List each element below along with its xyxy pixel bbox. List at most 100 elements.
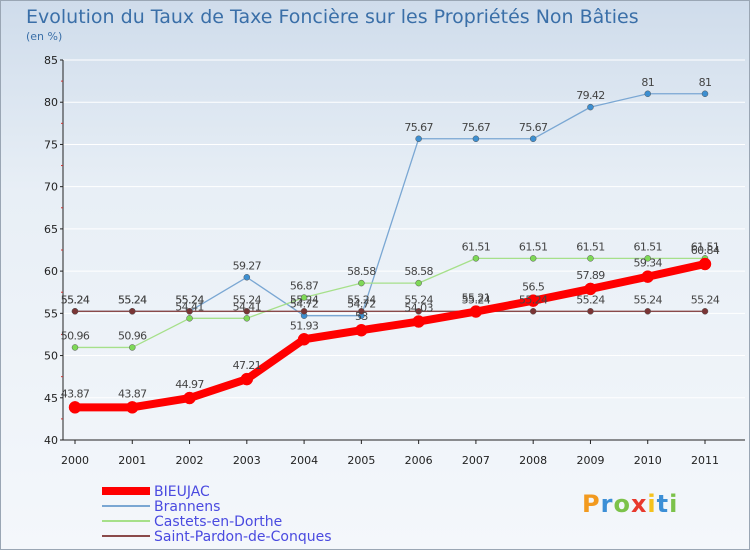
- data-label-bieujac-2007: 55.21: [462, 292, 491, 305]
- data-label-castets-en-dorthe-2002: 54.41: [175, 300, 204, 313]
- data-label-brannens-2000: 55.24: [61, 293, 90, 306]
- logo-letter: i: [669, 490, 679, 518]
- point-brannens-2009: [587, 103, 594, 111]
- legend: BIEUJACBrannensCastets-en-DortheSaint-Pa…: [102, 484, 331, 545]
- data-label-bieujac-2003: 47.21: [233, 359, 262, 372]
- point-castets-en-dorthe-2008: [529, 255, 537, 262]
- data-labels: 55.24 55.24 55.24 59.27 54.72 54.72 75.67 75.67…: [61, 76, 721, 401]
- logo-letter: x: [630, 490, 648, 518]
- point-castets-en-dorthe-2005: [358, 279, 365, 287]
- y-tick-label-85: 85: [44, 54, 58, 67]
- data-label-castets-en-dorthe-2003: 54.41: [233, 300, 262, 313]
- data-label-bieujac-2011: 60.84: [691, 244, 720, 257]
- data-label-saint-pardon-de-conques-2004: 55.24: [290, 293, 319, 306]
- x-tick-label-2008: 2008: [519, 454, 547, 467]
- data-label-saint-pardon-de-conques-2001: 55.24: [118, 293, 147, 306]
- legend-label-bieujac: BIEUJAC: [154, 484, 210, 500]
- x-tick-label-2005: 2005: [347, 454, 375, 467]
- data-label-brannens-2005: 54.72: [347, 298, 376, 311]
- point-bieujac-2005: [355, 323, 368, 337]
- point-castets-en-dorthe-2009: [587, 255, 594, 262]
- point-saint-pardon-de-conques-2000: [71, 308, 79, 315]
- data-label-brannens-2009: 79.42: [576, 89, 605, 102]
- y-tick-label-40: 40: [44, 434, 58, 447]
- point-bieujac-2004: [297, 333, 311, 346]
- logo-letter: i: [647, 490, 657, 518]
- series-line-bieujac: [75, 260, 706, 412]
- point-saint-pardon-de-conques-2009: [587, 308, 594, 315]
- x-tick-label-2002: 2002: [176, 454, 204, 467]
- legend-label-saint-pardon-de-conques: Saint-Pardon-de-Conques: [154, 529, 331, 545]
- data-label-castets-en-dorthe-2006: 58.58: [404, 265, 433, 278]
- data-label-saint-pardon-de-conques-2011: 55.24: [691, 293, 720, 306]
- data-label-brannens-2011: 81: [699, 76, 712, 89]
- x-tick-label-2007: 2007: [462, 454, 490, 467]
- x-tick-label-2003: 2003: [233, 454, 261, 467]
- y-tick-label-70: 70: [44, 181, 58, 194]
- logo-letter: t: [656, 490, 670, 518]
- axes: 40 45 50 55 60 65 70 75 80 85 2000 2001 2002 2003 2004…: [44, 54, 745, 467]
- y-tick-label-50: 50: [44, 350, 58, 363]
- series-line-castets-en-dorthe: [75, 257, 705, 349]
- data-label-castets-en-dorthe-2011: 61.51: [691, 240, 720, 253]
- point-saint-pardon-de-conques-2010: [644, 308, 651, 315]
- point-saint-pardon-de-conques-2005: [358, 308, 365, 315]
- point-brannens-2010: [644, 90, 651, 98]
- point-bieujac-2002: [183, 391, 196, 405]
- data-label-bieujac-2000: 43.87: [61, 387, 90, 400]
- point-castets-en-dorthe-2006: [415, 279, 422, 287]
- point-saint-pardon-de-conques-2011: [701, 308, 709, 315]
- data-label-brannens-2008: 75.67: [519, 121, 548, 134]
- data-label-bieujac-2009: 57.89: [576, 269, 605, 282]
- y-tick-label-65: 65: [44, 223, 58, 236]
- data-label-bieujac-2004: 51.93: [290, 319, 319, 332]
- point-saint-pardon-de-conques-2006: [415, 308, 422, 315]
- data-label-brannens-2004: 54.72: [290, 298, 319, 311]
- x-tick-label-2009: 2009: [576, 454, 604, 467]
- point-brannens-2008: [529, 135, 537, 143]
- x-tick-label-2000: 2000: [61, 454, 89, 467]
- point-castets-en-dorthe-2003: [243, 315, 251, 322]
- x-tick-label-2011: 2011: [691, 454, 719, 467]
- point-brannens-2006: [415, 135, 422, 143]
- point-brannens-2007: [472, 135, 480, 143]
- x-tick-label-2006: 2006: [405, 454, 433, 467]
- point-saint-pardon-de-conques-2004: [300, 308, 308, 315]
- grid: [63, 59, 745, 441]
- data-label-castets-en-dorthe-2005: 58.58: [347, 265, 376, 278]
- data-label-brannens-2010: 81: [641, 76, 654, 89]
- legend-label-brannens: Brannens: [154, 499, 220, 515]
- x-tick-label-2010: 2010: [634, 454, 662, 467]
- x-tick-label-2001: 2001: [118, 454, 146, 467]
- data-label-castets-en-dorthe-2010: 61.51: [633, 240, 662, 253]
- logo-letter: o: [613, 490, 631, 518]
- point-castets-en-dorthe-2004: [300, 294, 308, 301]
- data-label-castets-en-dorthe-2004: 56.87: [290, 280, 319, 293]
- point-castets-en-dorthe-2002: [186, 315, 193, 322]
- data-label-saint-pardon-de-conques-2007: 55.24: [462, 293, 491, 306]
- point-brannens-2011: [701, 90, 709, 98]
- y-tick-label-80: 80: [44, 96, 58, 109]
- point-bieujac-2009: [584, 282, 597, 296]
- data-label-castets-en-dorthe-2001: 50.96: [118, 329, 147, 342]
- point-saint-pardon-de-conques-2008: [529, 308, 537, 315]
- data-label-saint-pardon-de-conques-2003: 55.24: [233, 293, 262, 306]
- point-bieujac-2000: [68, 401, 82, 414]
- data-label-saint-pardon-de-conques-2006: 55.24: [404, 293, 433, 306]
- data-label-bieujac-2008: 56.5: [522, 281, 545, 294]
- point-brannens-2003: [243, 274, 251, 281]
- proxiti-logo: Proxiti: [582, 490, 678, 518]
- data-label-bieujac-2005: 53: [355, 310, 368, 323]
- x-tick-label-2004: 2004: [290, 454, 318, 467]
- data-label-brannens-2007: 75.67: [462, 121, 491, 134]
- data-label-brannens-2002: 55.24: [175, 293, 204, 306]
- point-bieujac-2010: [641, 270, 654, 283]
- y-tick-label-55: 55: [44, 307, 58, 320]
- data-label-saint-pardon-de-conques-2000: 55.24: [61, 293, 90, 306]
- y-tick-label-60: 60: [44, 265, 58, 278]
- series-layer: [68, 90, 712, 414]
- data-label-saint-pardon-de-conques-2002: 55.24: [175, 293, 204, 306]
- point-bieujac-2007: [469, 305, 483, 318]
- data-label-brannens-2003: 59.27: [233, 259, 262, 272]
